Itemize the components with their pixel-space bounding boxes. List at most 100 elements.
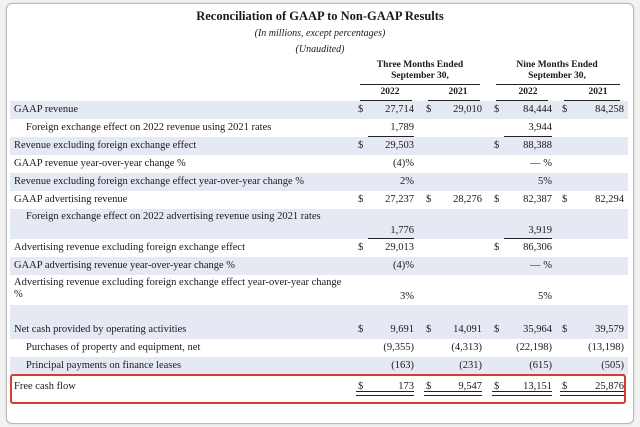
value-cell: (4)% xyxy=(393,158,414,169)
table-row: Advertising revenue excluding foreign ex… xyxy=(10,239,628,257)
value-cell: 86,306 xyxy=(523,242,552,253)
table-row: Foreign exchange effect on 2022 advertis… xyxy=(10,209,628,239)
currency-symbol: $ xyxy=(562,324,568,335)
free-cash-flow-highlight-box xyxy=(10,374,626,404)
value-cell: 25,876 xyxy=(595,381,624,392)
year-rule xyxy=(496,100,548,101)
value-cell: (9,355) xyxy=(383,342,414,353)
total-double-rule xyxy=(424,391,482,396)
value-cell: 9,691 xyxy=(390,324,414,335)
value-cell: 3% xyxy=(400,291,414,302)
table-row: Principal payments on finance leases (163… xyxy=(10,357,628,375)
row-label: Revenue excluding foreign exchange effec… xyxy=(14,176,305,187)
row-label: Foreign exchange effect on 2022 revenue … xyxy=(26,122,272,133)
period-header-nine-months: Nine Months Ended September 30, xyxy=(516,60,598,81)
currency-symbol: $ xyxy=(494,140,500,151)
currency-symbol: $ xyxy=(494,104,500,115)
currency-symbol: $ xyxy=(358,104,364,115)
value-cell: — % xyxy=(530,260,552,271)
currency-symbol: $ xyxy=(426,104,432,115)
value-cell: (22,198) xyxy=(516,342,552,353)
row-label: GAAP revenue xyxy=(14,104,79,115)
table-row: Foreign exchange effect on 2022 revenue … xyxy=(10,119,628,137)
row-label: Revenue excluding foreign exchange effec… xyxy=(14,140,197,151)
report-title: Reconciliation of GAAP to Non-GAAP Resul… xyxy=(196,9,444,23)
currency-symbol: $ xyxy=(358,140,364,151)
row-label: GAAP revenue year-over-year change % xyxy=(14,158,186,169)
subtotal-rule xyxy=(368,238,414,239)
currency-symbol: $ xyxy=(494,381,500,392)
year-header: 2022 xyxy=(380,87,400,97)
subtotal-rule xyxy=(368,136,414,137)
currency-symbol: $ xyxy=(562,194,568,205)
value-cell: 27,237 xyxy=(385,194,414,205)
row-label: Purchases of property and equipment, net xyxy=(26,342,201,353)
spacer-row xyxy=(10,305,628,321)
currency-symbol: $ xyxy=(358,324,364,335)
value-cell: 29,013 xyxy=(385,242,414,253)
row-label: Foreign exchange effect on 2022 advertis… xyxy=(26,211,321,222)
table-row: Net cash provided by operating activitie… xyxy=(10,321,628,339)
row-label: Advertising revenue excluding foreign ex… xyxy=(14,277,342,300)
row-label: Advertising revenue excluding foreign ex… xyxy=(14,242,245,253)
report-unaudited-note: (Unaudited) xyxy=(295,44,345,55)
value-cell: 82,294 xyxy=(595,194,624,205)
table-row: GAAP revenue $27,714 $29,010 $84,444 $84,258 xyxy=(10,101,628,119)
year-rule xyxy=(564,100,620,101)
value-cell: 35,964 xyxy=(523,324,552,335)
table-row: GAAP advertising revenue $27,237 $28,276 $8… xyxy=(10,191,628,209)
total-double-rule xyxy=(560,391,624,396)
currency-symbol: $ xyxy=(494,242,500,253)
value-cell: — % xyxy=(530,158,552,169)
report-subtitle: (In millions, except percentages) xyxy=(254,28,386,39)
table-row: Revenue excluding foreign exchange effec… xyxy=(10,137,628,155)
value-cell: (231) xyxy=(459,360,482,371)
total-double-rule xyxy=(492,391,552,396)
value-cell: (4)% xyxy=(393,260,414,271)
value-cell: 2% xyxy=(400,176,414,187)
row-label: Principal payments on finance leases xyxy=(26,360,182,371)
table-row: Purchases of property and equipment, net… xyxy=(10,339,628,357)
subtotal-rule xyxy=(504,238,552,239)
year-rule xyxy=(360,100,412,101)
value-cell: 39,579 xyxy=(595,324,624,335)
value-cell: 5% xyxy=(538,291,552,302)
currency-symbol: $ xyxy=(358,194,364,205)
table-row: Free cash flow $173 $9,547 $13,151 $25,876 xyxy=(10,375,628,399)
value-cell: 5% xyxy=(538,176,552,187)
value-cell: 29,503 xyxy=(385,140,414,151)
year-header: 2022 xyxy=(518,87,538,97)
value-cell: 1,776 xyxy=(390,225,414,236)
total-double-rule xyxy=(356,391,414,396)
currency-symbol: $ xyxy=(494,194,500,205)
currency-symbol: $ xyxy=(426,381,432,392)
currency-symbol: $ xyxy=(562,381,568,392)
table-row: GAAP revenue year-over-year change % (4)%… xyxy=(10,155,628,173)
value-cell: 29,010 xyxy=(453,104,482,115)
table-row: Advertising revenue excluding foreign ex… xyxy=(10,275,628,305)
value-cell: (505) xyxy=(601,360,624,371)
year-rule xyxy=(428,100,480,101)
currency-symbol: $ xyxy=(494,324,500,335)
currency-symbol: $ xyxy=(358,242,364,253)
row-label: Net cash provided by operating activitie… xyxy=(14,324,187,335)
row-label: Free cash flow xyxy=(14,381,76,392)
period-header-three-months: Three Months Ended September 30, xyxy=(376,60,464,81)
value-cell: (13,198) xyxy=(588,342,624,353)
value-cell: 84,258 xyxy=(595,104,624,115)
table-row: Revenue excluding foreign exchange effec… xyxy=(10,173,628,191)
year-header: 2021 xyxy=(448,87,468,97)
currency-symbol: $ xyxy=(426,324,432,335)
value-cell: 84,444 xyxy=(523,104,552,115)
table-row: GAAP advertising revenue year-over-year … xyxy=(10,257,628,275)
subtotal-rule xyxy=(504,136,552,137)
value-cell: 9,547 xyxy=(458,381,482,392)
value-cell: 14,091 xyxy=(453,324,482,335)
value-cell: (163) xyxy=(391,360,414,371)
value-cell: 27,714 xyxy=(385,104,414,115)
currency-symbol: $ xyxy=(426,194,432,205)
row-label: GAAP advertising revenue year-over-year … xyxy=(14,260,236,271)
value-cell: 173 xyxy=(398,381,414,392)
value-cell: 3,944 xyxy=(528,122,552,133)
value-cell: 28,276 xyxy=(453,194,482,205)
